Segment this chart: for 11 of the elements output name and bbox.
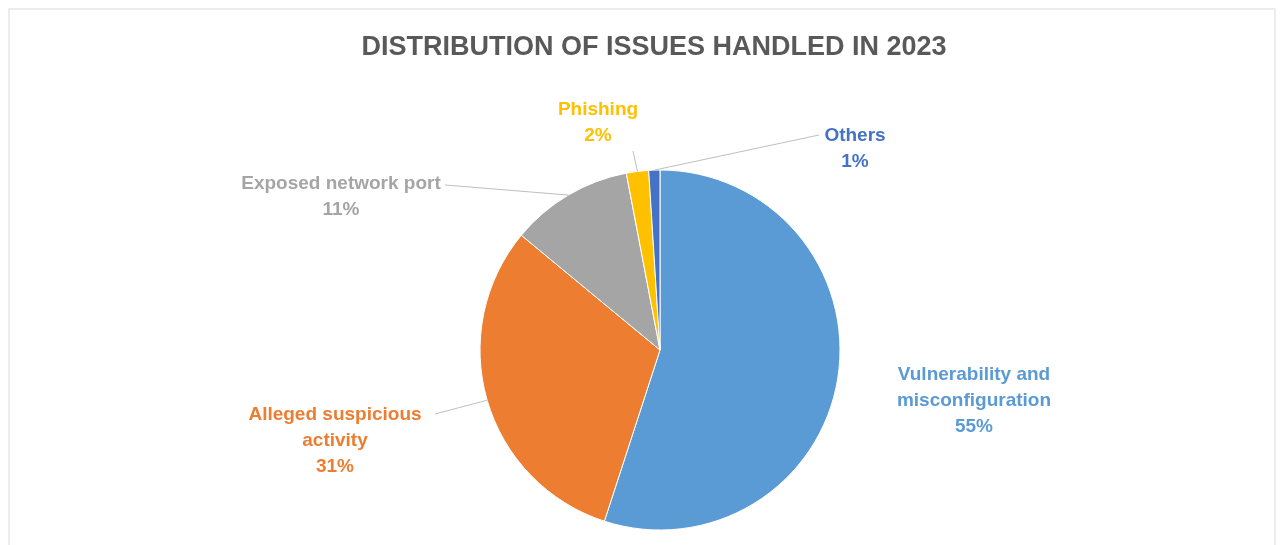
data-label: 2% [584,124,612,145]
data-label: 55% [954,415,994,436]
chart-title: DISTRIBUTION OF ISSUES HANDLED IN 2023 [361,31,947,61]
data-label: 11% [322,198,360,219]
data-label: 31% [315,455,355,476]
slice-label: Phishing [557,98,639,119]
slice-label: Vulnerability and misconfiguration [896,363,1052,410]
slice-label: Exposed network port [241,172,442,193]
slice-label: Others [824,124,886,145]
slice-label: Alleged suspicious activity [248,403,422,450]
data-label: 1% [841,150,869,171]
